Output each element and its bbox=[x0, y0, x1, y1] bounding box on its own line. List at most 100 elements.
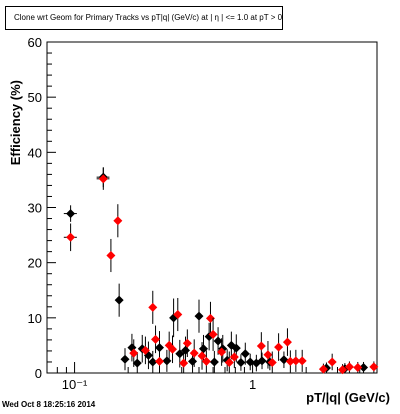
diamond-marker bbox=[240, 349, 250, 359]
diamond-marker bbox=[285, 356, 295, 366]
diamond-marker bbox=[279, 355, 289, 365]
red-data-point bbox=[344, 361, 354, 373]
diamond-marker bbox=[155, 356, 165, 366]
black-data-point bbox=[245, 353, 255, 371]
diamond-marker bbox=[245, 357, 255, 367]
diamond-marker bbox=[98, 174, 108, 184]
diamond-marker bbox=[318, 364, 328, 374]
red-data-point bbox=[327, 353, 337, 371]
black-data-point bbox=[148, 350, 158, 373]
red-data-point bbox=[113, 204, 123, 238]
black-data-point bbox=[114, 283, 124, 317]
diamond-marker bbox=[274, 342, 284, 352]
black-data-point bbox=[213, 327, 223, 355]
red-data-point bbox=[337, 364, 347, 375]
diamond-marker bbox=[282, 337, 292, 347]
diamond-marker bbox=[162, 356, 172, 366]
black-data-point bbox=[251, 354, 261, 372]
plot-frame bbox=[46, 41, 378, 374]
black-data-point bbox=[63, 205, 77, 222]
y-tick-label: 30 bbox=[28, 201, 42, 216]
diamond-marker bbox=[208, 329, 218, 339]
y-tick-label: 50 bbox=[28, 90, 42, 105]
diamond-marker bbox=[297, 356, 307, 366]
diamond-marker bbox=[291, 356, 301, 366]
diamond-marker bbox=[148, 357, 158, 367]
x-axis-label: pT/|q| (GeV/c) bbox=[306, 390, 390, 405]
red-data-point bbox=[106, 238, 116, 273]
black-data-point bbox=[209, 350, 219, 373]
diamond-marker bbox=[197, 351, 207, 361]
red-data-point bbox=[263, 341, 273, 369]
black-data-point bbox=[120, 348, 130, 371]
y-tick-label: 0 bbox=[35, 366, 42, 381]
axis-tick-labels: 0 10 20 30 40 50 60 10⁻¹ 1 bbox=[28, 35, 257, 392]
y-tick-label: 20 bbox=[28, 256, 42, 271]
red-data-point bbox=[63, 223, 77, 252]
diamond-marker bbox=[106, 250, 116, 260]
diamond-marker bbox=[66, 232, 76, 242]
red-data-point bbox=[291, 349, 301, 372]
red-data-point bbox=[369, 361, 379, 373]
diamond-marker bbox=[140, 345, 150, 355]
diamond-marker bbox=[327, 357, 337, 367]
diamond-marker bbox=[267, 358, 277, 368]
red-data-point bbox=[297, 349, 307, 372]
y-tick-label: 60 bbox=[28, 35, 42, 50]
red-data-point bbox=[179, 352, 189, 373]
red-data-point bbox=[208, 317, 218, 351]
diamond-marker bbox=[369, 362, 379, 372]
diamond-marker bbox=[182, 338, 192, 348]
red-data-point bbox=[217, 338, 227, 366]
black-data-point bbox=[194, 299, 204, 333]
red-data-point bbox=[353, 361, 363, 373]
black-data-point bbox=[162, 349, 172, 372]
red-data-point bbox=[151, 325, 161, 354]
diamond-marker bbox=[256, 341, 266, 351]
red-data-point bbox=[229, 345, 239, 369]
x-tick-label: 10⁻¹ bbox=[62, 377, 88, 392]
y-tick-label: 10 bbox=[28, 311, 42, 326]
diamond-marker bbox=[155, 343, 165, 353]
red-data-point bbox=[148, 290, 158, 324]
diamond-marker bbox=[120, 354, 130, 364]
diamond-marker bbox=[148, 302, 158, 312]
diamond-marker bbox=[129, 348, 139, 358]
diamond-marker bbox=[224, 358, 234, 368]
red-data-point bbox=[96, 167, 110, 190]
red-data-point bbox=[285, 350, 295, 373]
red-data-point bbox=[168, 335, 178, 364]
diamond-marker bbox=[198, 344, 208, 354]
black-data-point bbox=[236, 354, 246, 371]
red-data-point bbox=[224, 351, 234, 373]
diamond-marker bbox=[189, 348, 199, 358]
diamond-marker bbox=[209, 357, 219, 367]
black-data-point bbox=[132, 352, 142, 373]
diamond-marker bbox=[132, 358, 142, 368]
red-data-point bbox=[173, 297, 183, 332]
diamond-marker bbox=[337, 365, 347, 375]
diamond-marker bbox=[151, 334, 161, 344]
black-data-point bbox=[279, 351, 289, 369]
red-data-point bbox=[282, 328, 292, 356]
diamond-marker bbox=[344, 362, 354, 372]
diamond-marker bbox=[114, 295, 124, 305]
red-data-point bbox=[267, 351, 277, 373]
chart-title: Clone wrt Geom for Primary Tracks vs pT|… bbox=[5, 6, 283, 30]
red-data-point bbox=[129, 339, 139, 367]
y-axis-label: Efficiency (%) bbox=[8, 80, 23, 166]
diamond-marker bbox=[353, 362, 363, 372]
red-data-point bbox=[205, 301, 215, 335]
y-tick-label: 40 bbox=[28, 145, 42, 160]
red-data-point bbox=[256, 332, 266, 360]
diamond-marker bbox=[229, 352, 239, 362]
data-marks bbox=[63, 167, 379, 375]
red-data-point bbox=[140, 336, 150, 365]
axis-ticks bbox=[46, 41, 378, 374]
red-data-point bbox=[182, 329, 192, 358]
red-data-point bbox=[274, 333, 284, 361]
red-data-point bbox=[197, 342, 207, 370]
diamond-marker bbox=[113, 216, 123, 226]
diamond-marker bbox=[201, 356, 211, 366]
